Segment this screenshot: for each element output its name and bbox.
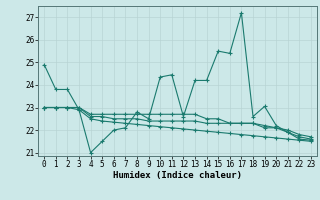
- X-axis label: Humidex (Indice chaleur): Humidex (Indice chaleur): [113, 171, 242, 180]
